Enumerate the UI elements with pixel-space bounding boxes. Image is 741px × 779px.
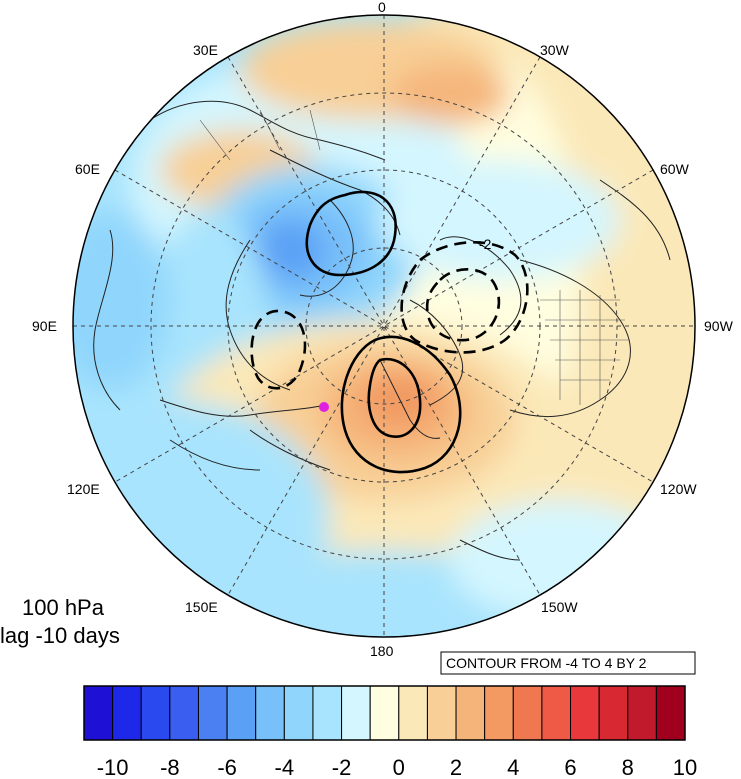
colorbar-swatch: [426, 685, 457, 741]
lon-label-90w: 90W: [704, 318, 734, 334]
colorbar-swatch: [398, 685, 428, 741]
colorbar-swatch: [283, 685, 314, 741]
lon-label-180: 180: [370, 643, 394, 659]
colorbar-tick-label: 0: [393, 755, 405, 779]
negative-contour-canada-outer: [400, 240, 529, 354]
lon-label-150w: 150W: [541, 599, 578, 615]
negative-contour-asia: [250, 309, 307, 390]
level-label: 100 hPa: [22, 595, 105, 620]
colorbar-tick-label: -2: [332, 755, 352, 779]
colorbar-swatch: [83, 685, 114, 741]
colorbar-tick-label: 10: [673, 755, 697, 779]
coastlines: [93, 100, 671, 561]
colorbar-swatch: [169, 685, 199, 741]
colorbar-tick-labels: -10 -8 -6 -4 -2 0 2 4 6 8 10: [97, 755, 698, 779]
colorbar-swatch: [369, 685, 400, 741]
lon-label-120e: 120E: [67, 481, 100, 497]
contour-lines: [250, 190, 529, 474]
colorbar-tick-label: -4: [275, 755, 295, 779]
contour-info-text: CONTOUR FROM -4 TO 4 BY 2: [446, 655, 647, 671]
colorbar-swatch: [140, 685, 171, 741]
positive-contour-pacific-outer: [340, 335, 462, 474]
contour-label-minus-two: -2: [479, 236, 492, 252]
lon-label-120w: 120W: [660, 481, 697, 497]
positive-contour-europe: [305, 190, 397, 277]
colorbar: [83, 685, 686, 741]
colorbar-swatch: [484, 685, 514, 741]
lon-label-150e: 150E: [185, 599, 218, 615]
colorbar-swatch: [598, 685, 629, 741]
graticule: [73, 15, 695, 637]
contour-info-box: CONTOUR FROM -4 TO 4 BY 2: [440, 651, 696, 675]
positive-contour-pacific-inner: [367, 357, 422, 438]
lon-label-30e: 30E: [193, 42, 218, 58]
lon-label-30w: 30W: [540, 42, 570, 58]
anomaly-shading: [73, 15, 695, 637]
lon-label-60e: 60E: [75, 161, 100, 177]
colorbar-swatch: [455, 685, 486, 741]
colorbar-swatch: [341, 685, 371, 741]
negative-contour-canada-inner: [425, 268, 501, 342]
colorbar-swatch: [255, 685, 285, 741]
colorbar-tick-label: 8: [622, 755, 634, 779]
colorbar-swatch: [512, 685, 543, 741]
colorbar-tick-label: 6: [564, 755, 576, 779]
colorbar-swatch: [655, 685, 686, 741]
colorbar-swatch: [570, 685, 600, 741]
lon-label-90e: 90E: [32, 318, 57, 334]
colorbar-swatch: [541, 685, 572, 741]
colorbar-outline: [83, 685, 686, 741]
colorbar-swatch: [226, 685, 257, 741]
lon-label-0: 0: [378, 0, 386, 15]
colorbar-tick-label: 4: [507, 755, 519, 779]
lag-label: lag -10 days: [0, 623, 120, 648]
colorbar-tick-label: -8: [160, 755, 180, 779]
map-disc: -2: [73, 15, 695, 637]
colorbar-tick-label: 2: [450, 755, 462, 779]
colorbar-tick-label: -6: [217, 755, 237, 779]
colorbar-swatch: [627, 685, 657, 741]
colorbar-swatch: [197, 685, 228, 741]
colorbar-swatch: [312, 685, 343, 741]
colorbar-swatch: [112, 685, 142, 741]
colorbar-tick-label: -10: [97, 755, 129, 779]
lon-label-60w: 60W: [660, 161, 690, 177]
highlight-marker: [319, 402, 329, 412]
longitude-labels: 0 30W 60W 90W 120W 150W 180 150E 120E 90…: [32, 0, 734, 659]
map-boundary: [72, 14, 696, 638]
political-borders: [199, 109, 630, 405]
